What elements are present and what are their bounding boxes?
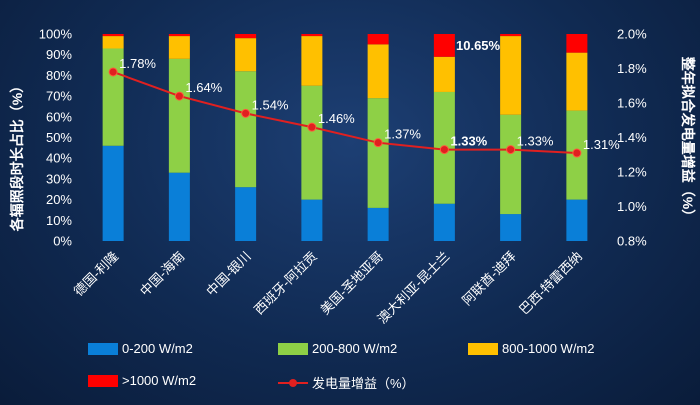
bar-segment-3 — [500, 36, 522, 115]
bar-segment-4 — [301, 34, 323, 37]
gain-label: 1.31% — [583, 137, 620, 152]
gain-line — [108, 67, 582, 158]
bar-segment-3 — [433, 56, 455, 92]
left-tick-label: 40% — [46, 151, 72, 166]
bar-segment-1 — [102, 145, 124, 241]
category-label: 澳大利亚-昆士兰 — [374, 249, 452, 327]
gain-point — [108, 67, 118, 77]
bar-segment-2 — [301, 85, 323, 200]
right-tick-label: 0.8% — [617, 234, 647, 249]
left-axis-ticks: 0% 10% 20% 30% 40% 50% 60% 70% 80% 90% 100% — [39, 27, 73, 249]
bar-segment-1 — [367, 207, 389, 241]
bar-segment-2 — [235, 71, 257, 188]
bar-segment-3 — [367, 44, 389, 99]
bar-segment-4 — [433, 34, 455, 57]
gain-label: 1.33% — [450, 134, 487, 149]
left-axis-title: 各辐照段时长占比（%） — [9, 79, 25, 232]
left-tick-label: 100% — [39, 27, 73, 42]
gain-line-path — [112, 71, 577, 155]
gain-point — [241, 108, 251, 118]
left-tick-label: 60% — [46, 109, 72, 124]
bar-segment-3 — [301, 36, 323, 86]
left-tick-label: 30% — [46, 171, 72, 186]
gain-label: 1.37% — [384, 127, 421, 142]
bar-segment-3 — [168, 36, 190, 59]
right-tick-label: 1.8% — [617, 61, 647, 76]
gain-point — [439, 145, 449, 155]
gain-label: 1.64% — [185, 80, 222, 95]
bar-segment-4 — [168, 34, 190, 37]
left-tick-label: 0% — [53, 234, 72, 249]
bar-segment-4 — [367, 34, 389, 45]
left-tick-label: 50% — [46, 130, 72, 145]
gain-label: 1.54% — [252, 97, 289, 112]
bar-segment-4 — [235, 34, 257, 39]
left-tick-label: 80% — [46, 68, 72, 83]
stacked-bars — [102, 34, 588, 241]
bar-segment-2 — [500, 114, 522, 215]
bar-segment-4 — [102, 34, 124, 37]
gain-point — [506, 145, 516, 155]
category-label: 西班牙-阿拉贡 — [251, 249, 320, 318]
right-axis-ticks: 0.8% 1.0% 1.2% 1.4% 1.6% 1.8% 2.0% — [617, 27, 647, 249]
left-tick-label: 90% — [46, 47, 72, 62]
right-tick-label: 2.0% — [617, 27, 647, 42]
category-label: 中国-海南 — [137, 249, 187, 299]
left-tick-label: 20% — [46, 192, 72, 207]
bar-segment-2 — [367, 98, 389, 208]
right-tick-label: 1.0% — [617, 199, 647, 214]
bar-segment-1 — [433, 203, 455, 241]
bar-segment-3 — [566, 52, 588, 111]
right-tick-label: 1.2% — [617, 165, 647, 180]
category-label: 巴西-特雷西纳 — [516, 249, 585, 318]
category-label: 美国-圣地亚哥 — [317, 249, 386, 318]
gain-data-labels: 1.78% 1.64% 1.54% 1.46% 1.37% 1.33% 1.33% 1.31% — [119, 56, 620, 152]
bar-segment-1 — [168, 172, 190, 241]
gain-point — [307, 122, 317, 132]
bar-segment-2 — [168, 58, 190, 173]
bar-segment-1 — [566, 199, 588, 241]
gain-point — [572, 148, 582, 158]
right-axis-title: 整年拟合发电量增益（%） — [680, 56, 696, 223]
gain-point — [174, 91, 184, 101]
gain-label: 1.33% — [517, 134, 554, 149]
callout-label: 10.65% — [456, 38, 501, 53]
left-tick-label: 10% — [46, 213, 72, 228]
bar-segment-1 — [235, 187, 257, 241]
bar-segment-4 — [500, 34, 522, 37]
bar-segment-1 — [301, 199, 323, 241]
bar-segment-3 — [102, 36, 124, 49]
bar-segment-4 — [566, 34, 588, 53]
gain-point — [373, 138, 383, 148]
right-tick-label: 1.6% — [617, 96, 647, 111]
category-label: 中国-银川 — [203, 249, 253, 299]
bar-segment-1 — [500, 214, 522, 241]
bar-segment-3 — [235, 38, 257, 72]
left-tick-label: 70% — [46, 89, 72, 104]
gain-label: 1.78% — [119, 56, 156, 71]
right-tick-label: 1.4% — [617, 130, 647, 145]
gain-label: 1.46% — [318, 111, 355, 126]
category-label: 德国-利隆 — [71, 249, 121, 299]
category-label: 阿联酋-迪拜 — [459, 249, 519, 309]
